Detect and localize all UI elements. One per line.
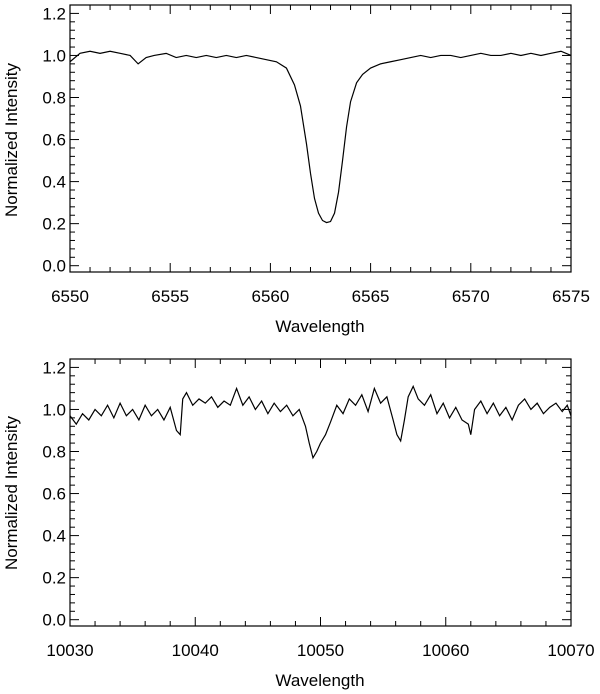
tick-marks-bottom: [69, 359, 572, 626]
y-tick-label-top: 1.0: [42, 46, 66, 65]
spectrum-line-bottom: [69, 384, 572, 460]
x-tick-label-top: 6570: [452, 287, 490, 306]
tick-marks-top: [69, 5, 572, 272]
y-tick-label-bottom: 0.0: [42, 611, 66, 630]
panel-top: 6550 6555 6560 6565 6570 6575 0.0 0.2 0.4 0.6 0.8…: [2, 4, 590, 336]
y-tick-label-bottom: 0.4: [42, 527, 66, 546]
y-tick-label-bottom: 0.8: [42, 443, 66, 462]
y-tick-label-top: 0.4: [42, 173, 66, 192]
plot-frame-top: [69, 4, 572, 273]
spectrum-line-top: [69, 50, 572, 224]
x-tick-label-top: 6565: [352, 287, 390, 306]
y-axis-title-top: Normalized Intensity: [2, 63, 21, 218]
x-tick-label-top: 6550: [51, 287, 89, 306]
x-tick-label-bottom: 10030: [46, 641, 93, 660]
x-tick-label-bottom: 10070: [547, 641, 594, 660]
y-tick-label-top: 0.8: [42, 89, 66, 108]
x-tick-labels-bottom: 10030 10040 10050 10060 10070: [46, 641, 594, 660]
x-axis-title-top: Wavelength: [275, 317, 364, 336]
panel-bottom: 10030 10040 10050 10060 10070 0.00.20.40.60.…: [2, 358, 595, 690]
y-tick-label-top: 0.6: [42, 131, 66, 150]
y-tick-labels-bottom: 0.0 0.2 0.4 0.6 0.8 1.0 1.2: [42, 358, 66, 629]
y-tick-label-bottom: 0.2: [42, 569, 66, 588]
y-tick-label-bottom: 1.0: [42, 400, 66, 419]
y-tick-label-top: 0.2: [42, 215, 66, 234]
plot-frame-bottom: [69, 358, 572, 627]
x-tick-label-top: 6560: [251, 287, 289, 306]
y-tick-label-bottom: 1.2: [42, 358, 66, 377]
y-tick-label-bottom: 0.6: [42, 485, 66, 504]
x-tick-label-bottom: 10040: [172, 641, 219, 660]
y-axis-title-bottom: Normalized Intensity: [2, 416, 21, 571]
x-tick-label-bottom: 10060: [422, 641, 469, 660]
x-tick-labels-top: 6550 6555 6560 6565 6570 6575: [51, 287, 590, 306]
x-tick-label-top: 6575: [552, 287, 590, 306]
x-tick-label-top: 6555: [151, 287, 189, 306]
x-tick-label-bottom: 10050: [297, 641, 344, 660]
x-axis-title-bottom: Wavelength: [275, 671, 364, 690]
y-tick-labels-top: 0.0 0.2 0.4 0.6 0.8 1.0 1.2: [42, 4, 66, 275]
y-tick-label-top: 0.0: [42, 257, 66, 276]
y-tick-label-top: 1.2: [42, 4, 66, 23]
